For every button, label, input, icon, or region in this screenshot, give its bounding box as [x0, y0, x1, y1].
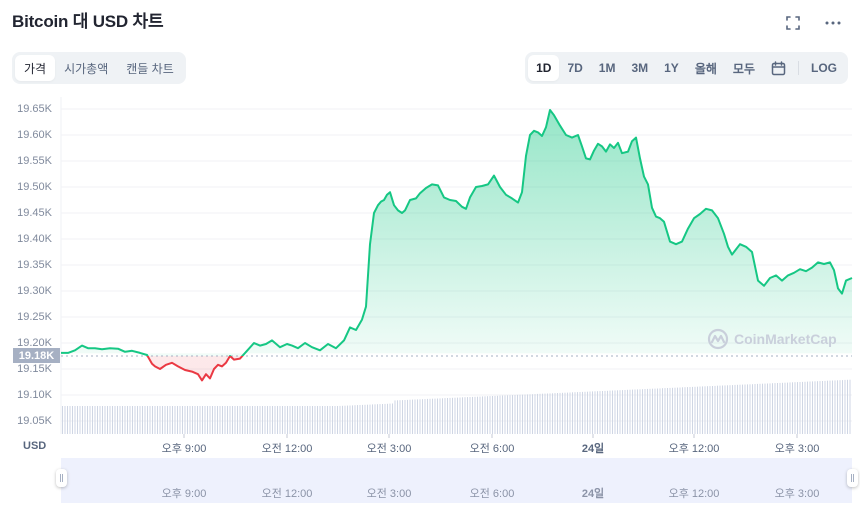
- x-tick-label: 오전 12:00: [261, 443, 313, 455]
- y-tick-label: 19.55K: [17, 155, 52, 167]
- price-line-down: [146, 356, 244, 382]
- chart-type-tabs: 가격 시가총액 캔들 차트: [12, 52, 186, 84]
- navigator-tick-label: 오후 12:00: [668, 488, 720, 500]
- page-title: Bitcoin 대 USD 차트: [12, 12, 164, 31]
- y-tick-label: 19.50K: [17, 181, 52, 193]
- y-tick-label: 19.30K: [17, 285, 52, 297]
- navigator-right-handle[interactable]: [847, 469, 858, 487]
- tab-market-cap[interactable]: 시가총액: [64, 61, 109, 76]
- calendar-icon[interactable]: [763, 55, 794, 81]
- navigator-tick-label: 오전 3:00: [366, 488, 412, 500]
- range-all[interactable]: 모두: [732, 61, 755, 76]
- navigator-tick-label: 24일: [581, 488, 605, 500]
- fullscreen-icon[interactable]: [784, 14, 802, 32]
- range-7d[interactable]: 7D: [567, 61, 583, 75]
- x-tick-label: 오후 3:00: [774, 443, 820, 455]
- range-1d[interactable]: 1D: [528, 55, 560, 81]
- x-tick-label: 오후 9:00: [161, 443, 207, 455]
- more-icon[interactable]: [824, 14, 842, 32]
- currency-label: USD: [23, 440, 47, 452]
- y-tick-label: 19.45K: [17, 207, 52, 219]
- divider: [798, 61, 799, 75]
- y-tick-label: 19.60K: [17, 129, 52, 141]
- y-tick-label: 19.05K: [17, 415, 52, 427]
- navigator-tick-label: 오후 3:00: [774, 488, 820, 500]
- watermark-text: CoinMarketCap: [734, 331, 837, 347]
- y-tick-label: 19.20K: [17, 337, 52, 349]
- top-icons: [784, 14, 842, 32]
- range-3m[interactable]: 3M: [631, 61, 649, 75]
- navigator-tick-label: 오전 6:00: [469, 488, 515, 500]
- tab-price[interactable]: 가격: [15, 55, 56, 81]
- range-1y[interactable]: 1Y: [664, 61, 679, 75]
- price-line-up: [61, 109, 853, 356]
- coinmarketcap-logo-icon: [707, 328, 729, 350]
- navigator-left-handle[interactable]: [56, 469, 67, 487]
- range-1m[interactable]: 1M: [598, 61, 616, 75]
- y-tick-label: 19.40K: [17, 233, 52, 245]
- current-price-tag: 19.18K: [13, 348, 60, 363]
- x-tick-label: 24일: [581, 443, 605, 455]
- y-tick-label: 19.10K: [17, 389, 52, 401]
- y-tick-label: 19.15K: [17, 363, 52, 375]
- y-tick-label: 19.25K: [17, 311, 52, 323]
- x-axis-ticks: [183, 434, 798, 438]
- y-tick-label: 19.65K: [17, 103, 52, 115]
- log-scale-toggle[interactable]: LOG: [811, 61, 837, 75]
- range-ytd[interactable]: 올해: [694, 61, 717, 76]
- y-tick-label: 19.35K: [17, 259, 52, 271]
- x-tick-label: 오후 12:00: [668, 443, 720, 455]
- range-navigator[interactable]: [61, 458, 852, 503]
- x-tick-label: 오전 6:00: [469, 443, 515, 455]
- tab-candle-chart[interactable]: 캔들 차트: [126, 61, 174, 76]
- volume-bars: [62, 379, 851, 434]
- navigator-tick-label: 오후 9:00: [161, 488, 207, 500]
- navigator-tick-label: 오전 12:00: [261, 488, 313, 500]
- coinmarketcap-watermark: CoinMarketCap: [707, 328, 837, 350]
- x-tick-label: 오전 3:00: [366, 443, 412, 455]
- range-tabs: 1D 7D 1M 3M 1Y 올해 모두 LOG: [525, 52, 848, 84]
